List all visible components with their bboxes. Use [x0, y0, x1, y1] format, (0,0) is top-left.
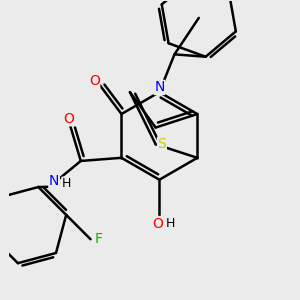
Text: N: N	[49, 173, 59, 188]
Text: H: H	[62, 177, 71, 190]
Text: O: O	[89, 74, 100, 88]
Text: O: O	[152, 217, 163, 230]
Text: O: O	[63, 112, 74, 126]
Text: N: N	[154, 80, 165, 94]
Text: F: F	[94, 232, 102, 246]
Text: H: H	[166, 217, 175, 230]
Text: S: S	[158, 137, 166, 151]
